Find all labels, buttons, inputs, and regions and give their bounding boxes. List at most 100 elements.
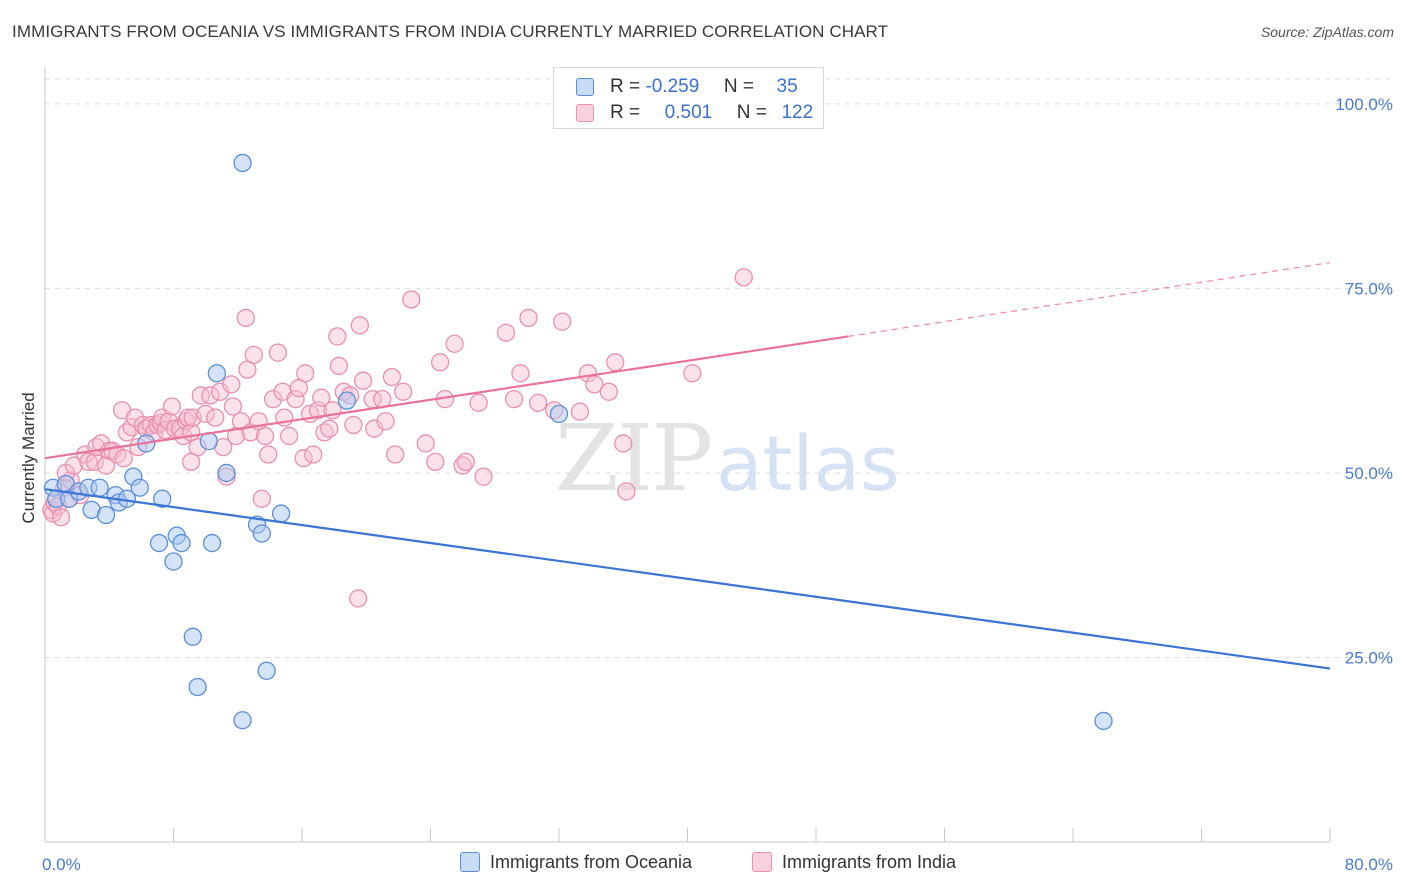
india-point <box>286 389 305 409</box>
oceania-point <box>202 533 222 553</box>
india-point <box>504 389 524 409</box>
india-point <box>320 419 339 438</box>
india-point <box>426 452 445 472</box>
india-point <box>223 397 243 416</box>
india-point <box>51 508 71 527</box>
oceania-point <box>233 711 252 730</box>
india-point <box>182 452 201 472</box>
india-point <box>734 268 753 287</box>
india-point <box>191 386 210 405</box>
oceania-point <box>172 533 191 553</box>
y-tick-label: 75.0% <box>1345 279 1393 298</box>
india-point <box>402 290 421 309</box>
oceania-point <box>217 463 236 483</box>
y-tick-label: 25.0% <box>1345 648 1393 667</box>
india-point <box>349 589 368 608</box>
india-point <box>294 449 313 468</box>
axes-layer: 25.0% 50.0% 75.0% 100.0% 0.0% 80.0% <box>42 67 1393 874</box>
india-point <box>496 323 516 342</box>
oceania-point <box>183 627 202 646</box>
oceania-point <box>188 677 207 697</box>
india-point <box>382 367 402 387</box>
oceania-point <box>130 478 149 497</box>
india-point <box>263 389 283 409</box>
india-point <box>206 408 225 427</box>
x-tick-label: 80.0% <box>1345 855 1393 874</box>
india-point <box>236 308 255 328</box>
oceania-point <box>337 391 357 410</box>
india-point <box>304 445 323 464</box>
india-point <box>122 418 141 437</box>
oceania-point <box>153 489 172 508</box>
india-point <box>614 434 633 453</box>
india-point <box>430 353 450 372</box>
bottom-legend-swatch-india <box>752 852 772 872</box>
india-point <box>511 364 530 383</box>
india-trend-extension <box>848 261 1331 338</box>
oceania-trend-line <box>44 488 1331 670</box>
chart-title: IMMIGRANTS FROM OCEANIA VS IMMIGRANTS FR… <box>12 22 889 41</box>
x-tick-label: 0.0% <box>42 855 81 874</box>
watermark-atlas: atlas <box>716 419 900 508</box>
india-point <box>570 402 590 421</box>
india-point <box>279 426 299 446</box>
india-point <box>255 426 275 446</box>
legend-r-label: R = <box>610 102 641 123</box>
oceania-point <box>164 552 183 571</box>
india-point <box>386 445 405 464</box>
india-point <box>162 397 182 416</box>
india-point <box>201 386 220 405</box>
legend-n-label: N = <box>723 76 754 97</box>
india-point <box>268 343 288 362</box>
india-point <box>350 316 369 335</box>
india-point <box>259 445 278 464</box>
india-point <box>394 382 413 401</box>
india-point <box>353 371 373 390</box>
india-trend-line <box>44 335 849 460</box>
oceania-point <box>207 364 227 383</box>
bottom-legend-swatch-oceania <box>460 852 480 872</box>
india-point <box>79 452 98 472</box>
india-point <box>683 364 702 383</box>
india-point <box>222 375 241 394</box>
india-point <box>456 452 475 472</box>
oceania-point <box>90 478 109 497</box>
y-tick-label: 50.0% <box>1345 464 1393 483</box>
india-point <box>474 467 493 486</box>
legend-swatch-oceania <box>576 78 594 96</box>
watermark: ZIP atlas <box>555 405 900 512</box>
bottom-legend-label-india: Immigrants from India <box>782 852 957 872</box>
bottom-legend-oceania: Immigrants from Oceania <box>460 852 692 873</box>
legend-n-value: 35 <box>776 76 798 97</box>
india-point <box>445 334 464 353</box>
india-point <box>328 327 347 346</box>
india-point <box>85 452 104 472</box>
trend-lines <box>44 261 1331 670</box>
oceania-point <box>257 661 276 680</box>
y-tick-label: 100.0% <box>1335 95 1393 114</box>
india-point <box>312 388 331 407</box>
india-point <box>606 353 625 372</box>
source-label: Source: ZipAtlas.com <box>1260 24 1394 40</box>
india-point <box>469 393 488 412</box>
india-point <box>296 364 315 383</box>
india-point <box>528 393 548 412</box>
india-point <box>553 312 572 331</box>
legend-swatch-india <box>576 104 594 122</box>
oceania-point <box>233 153 252 173</box>
india-point <box>178 408 198 427</box>
oceania-point <box>149 533 169 553</box>
bottom-legend-india: Immigrants from India <box>752 852 956 873</box>
correlation-legend: R = -0.259 N = 35 R = 0.501 N = 122 <box>553 67 824 129</box>
india-point <box>114 449 133 468</box>
y-axis-label: Currently Married <box>19 392 38 523</box>
oceania-point <box>252 524 271 543</box>
india-point <box>329 356 349 376</box>
india-point <box>617 482 636 501</box>
legend-r-label: R = <box>610 76 641 97</box>
bottom-legend-label-oceania: Immigrants from Oceania <box>490 852 693 872</box>
india-point <box>344 415 363 435</box>
india-point <box>519 308 538 328</box>
oceania-point <box>96 505 116 525</box>
